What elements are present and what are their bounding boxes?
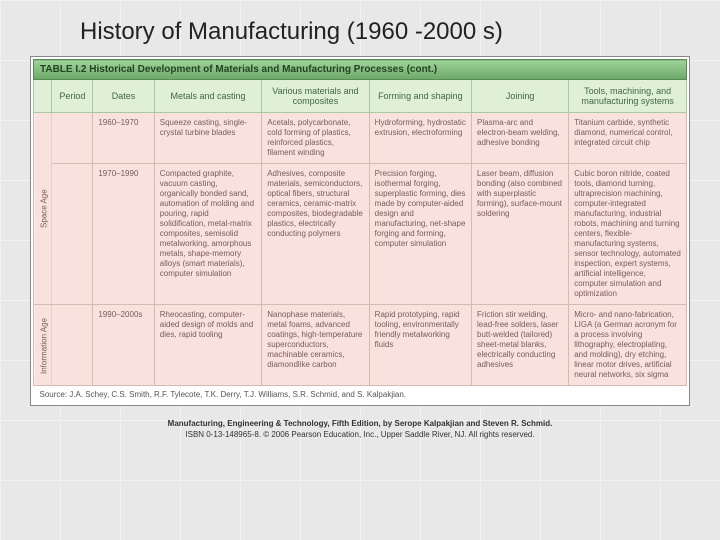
cell-tools: Cubic boron nitride, coated tools, diamo… [569,164,687,305]
cell-metals: Rheocasting, computer-aided design of mo… [154,305,261,386]
slide-footer: Manufacturing, Engineering & Technology,… [30,418,690,440]
col-blank [34,80,52,113]
table-caption: TABLE I.2 Historical Development of Mate… [34,60,687,80]
cell-joining: Plasma-arc and electron-beam welding, ad… [472,113,569,164]
cell-joining: Friction stir welding, lead-free solders… [472,305,569,386]
col-metals: Metals and casting [154,80,261,113]
footer-line1: Manufacturing, Engineering & Technology,… [30,418,690,429]
cell-metals: Compacted graphite, vacuum casting, orga… [154,164,261,305]
cell-period [52,164,93,305]
table-caption-row: TABLE I.2 Historical Development of Mate… [34,60,687,80]
table-container: TABLE I.2 Historical Development of Mate… [30,56,690,406]
table-source-row: Source: J.A. Schey, C.S. Smith, R.F. Tyl… [34,386,687,404]
footer-line2: ISBN 0-13-148965-8. © 2006 Pearson Educa… [30,429,690,440]
slide: History of Manufacturing (1960 -2000 s) … [0,0,720,540]
col-tools: Tools, machining, and manufacturing syst… [569,80,687,113]
era-label-space: Space Age [34,113,52,305]
cell-dates: 1970–1990 [93,164,154,305]
cell-tools: Micro- and nano-fabrication, LIGA (a Ger… [569,305,687,386]
cell-materials: Nanophase materials, metal foams, advanc… [262,305,369,386]
col-forming: Forming and shaping [369,80,471,113]
col-joining: Joining [472,80,569,113]
cell-materials: Acetals, polycarbonate, cold forming of … [262,113,369,164]
slide-title: History of Manufacturing (1960 -2000 s) [30,18,690,46]
col-materials: Various materials and composites [262,80,369,113]
col-dates: Dates [93,80,154,113]
era-label-info: Information Age [34,305,52,386]
col-period: Period [52,80,93,113]
table-header-row: Period Dates Metals and casting Various … [34,80,687,113]
table-row: Space Age 1960–1970 Squeeze casting, sin… [34,113,687,164]
cell-forming: Rapid prototyping, rapid tooling, enviro… [369,305,471,386]
history-table: TABLE I.2 Historical Development of Mate… [33,59,687,403]
cell-period [52,305,93,386]
table-source: Source: J.A. Schey, C.S. Smith, R.F. Tyl… [34,386,687,404]
table-row: 1970–1990 Compacted graphite, vacuum cas… [34,164,687,305]
cell-tools: Titanium carbide, synthetic diamond, num… [569,113,687,164]
cell-period [52,113,93,164]
cell-forming: Precision forging, isothermal forging, s… [369,164,471,305]
cell-dates: 1990–2000s [93,305,154,386]
cell-metals: Squeeze casting, single-crystal turbine … [154,113,261,164]
cell-materials: Adhesives, composite materials, semicond… [262,164,369,305]
table-row: Information Age 1990–2000s Rheocasting, … [34,305,687,386]
cell-joining: Laser beam, diffusion bonding (also comb… [472,164,569,305]
cell-dates: 1960–1970 [93,113,154,164]
cell-forming: Hydroforming, hydrostatic extrusion, ele… [369,113,471,164]
